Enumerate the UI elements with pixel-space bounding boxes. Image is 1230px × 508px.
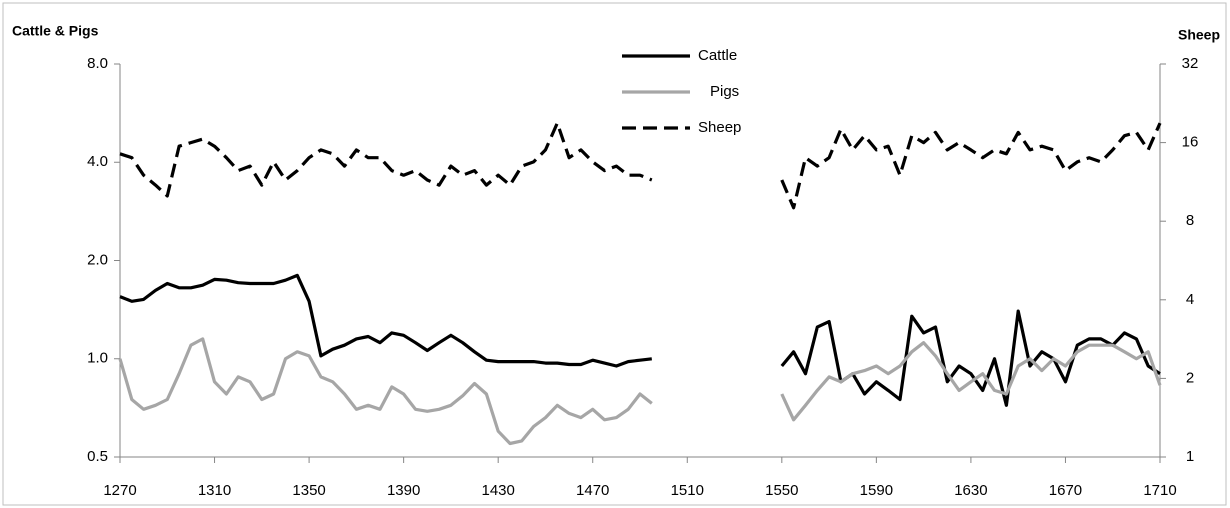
y-tick-label: 0.5 — [87, 448, 108, 465]
x-tick-label: 1390 — [387, 482, 420, 499]
x-tick-label: 1710 — [1143, 482, 1176, 499]
series-line — [119, 121, 1162, 210]
legend-label: Cattle — [698, 47, 737, 64]
legend-label: Sheep — [698, 119, 741, 136]
x-tick-label: 1470 — [576, 482, 609, 499]
y2-tick-label: 8 — [1186, 212, 1194, 229]
y-tick-label: 2.0 — [87, 251, 108, 268]
y-tick-label: 1.0 — [87, 350, 108, 367]
y2-tick-label: 2 — [1186, 369, 1194, 386]
x-tick-label: 1270 — [103, 482, 136, 499]
y-tick-label: 8.0 — [87, 55, 108, 72]
y2-tick-label: 1 — [1186, 448, 1194, 465]
x-tick-label: 1550 — [765, 482, 798, 499]
y2-tick-label: 16 — [1182, 134, 1199, 151]
y2-tick-label: 4 — [1186, 291, 1194, 308]
x-tick-label: 1430 — [481, 482, 514, 499]
x-tick-label: 1310 — [198, 482, 231, 499]
x-tick-label: 1670 — [1049, 482, 1082, 499]
y2-axis-title: Sheep — [1178, 27, 1220, 43]
x-tick-label: 1590 — [860, 482, 893, 499]
series-line — [118, 337, 1162, 446]
x-tick-label: 1630 — [954, 482, 987, 499]
x-tick-label: 1510 — [671, 482, 704, 499]
x-tick-label: 1350 — [292, 482, 325, 499]
y-axis-title: Cattle & Pigs — [12, 23, 99, 39]
y-tick-label: 4.0 — [87, 153, 108, 170]
y2-tick-label: 32 — [1182, 55, 1199, 72]
legend-label: Pigs — [710, 83, 739, 100]
